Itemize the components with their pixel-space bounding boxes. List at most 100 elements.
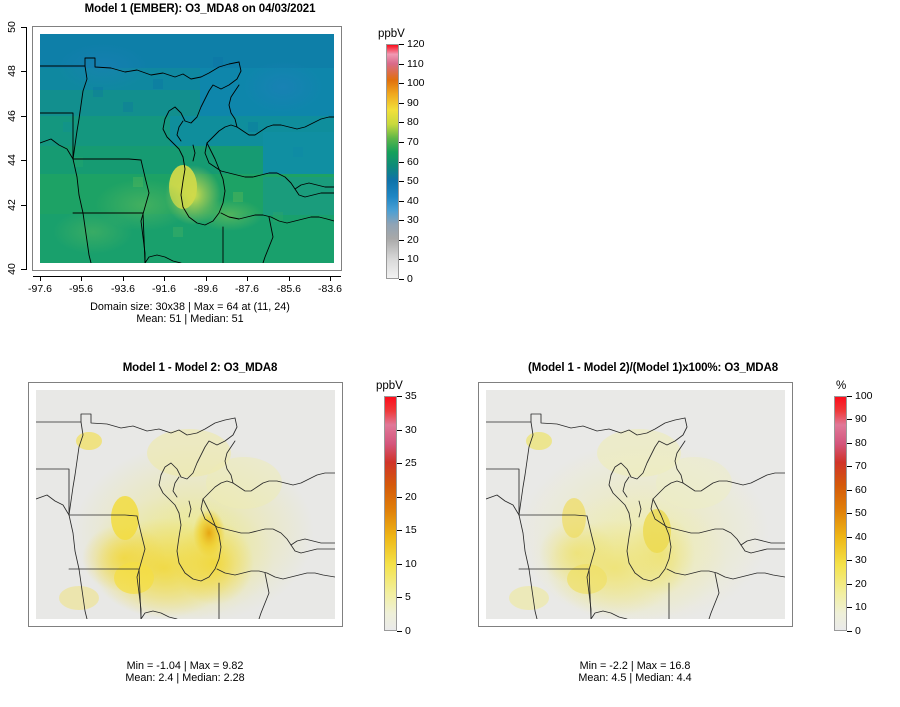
panel-3-title: Model 1 - Model 2: O3_MDA8 xyxy=(122,362,278,374)
panel-1-cb-num-70: 70 xyxy=(407,136,419,148)
panel-1-x-label-8: -83.6 xyxy=(318,283,342,295)
panel-1-cb-tick xyxy=(399,259,404,260)
panel-1-y-label-48: 48 xyxy=(6,65,18,77)
panel-1-x-label-2: -95.6 xyxy=(69,283,93,295)
panel-1-cb-tick xyxy=(399,83,404,84)
panel-4-cb-tick xyxy=(847,537,852,538)
panel-1-y-label-46: 46 xyxy=(6,110,18,122)
panel-1-y-tick xyxy=(21,205,26,206)
panel-1-cb-tick xyxy=(399,240,404,241)
panel-1-cb-num-10: 10 xyxy=(407,253,419,265)
panel-4-colorbar-gradient xyxy=(834,396,847,631)
panel-4-cb-num-0: 0 xyxy=(855,625,861,637)
panel-3-colorbar-gradient xyxy=(384,396,397,631)
panel-1-y-tick xyxy=(21,27,26,28)
panel-1-x-tick xyxy=(247,276,248,281)
panel-3-cb-tick xyxy=(397,497,402,498)
panel-3-cb-tick xyxy=(397,597,402,598)
panel-1-y-label-44: 44 xyxy=(6,154,18,166)
panel-3-cb-num-30: 30 xyxy=(405,424,417,436)
panel-4-cb-num-50: 50 xyxy=(855,507,867,519)
panel-3-cb-tick xyxy=(397,463,402,464)
panel-4-cb-num-80: 80 xyxy=(855,437,867,449)
panel-4-cb-num-60: 60 xyxy=(855,484,867,496)
panel-1-cb-num-120: 120 xyxy=(407,38,425,50)
panel-1-y-label-40: 40 xyxy=(6,263,18,275)
panel-3-cb-num-0: 0 xyxy=(405,625,411,637)
panel-1-colorbar-unit: ppbV xyxy=(378,28,405,40)
panel-1-cb-num-60: 60 xyxy=(407,156,419,168)
panel-4-cb-tick xyxy=(847,490,852,491)
panel-1-cb-num-110: 110 xyxy=(407,58,424,70)
panel-1-caption-line1: Domain size: 30x38 | Max = 64 at (11, 24… xyxy=(90,301,290,313)
panel-1-cb-num-90: 90 xyxy=(407,97,419,109)
panel-1-cb-num-0: 0 xyxy=(407,273,413,285)
panel-3-cb-tick xyxy=(397,430,402,431)
panel-4-colorbar-unit: % xyxy=(836,380,847,392)
panel-4-cb-num-20: 20 xyxy=(855,578,867,590)
panel-3-cb-tick xyxy=(397,396,402,397)
panel-1-cb-tick xyxy=(399,181,404,182)
panel-4-caption-line1: Min = -2.2 | Max = 16.8 xyxy=(579,660,691,672)
panel-1-x-tick xyxy=(123,276,124,281)
panel-1-x-tick xyxy=(330,276,331,281)
panel-1-y-tick xyxy=(21,71,26,72)
panel-1-cb-tick xyxy=(399,220,404,221)
panel-1-map-svg xyxy=(33,27,341,270)
panel-3-cb-tick xyxy=(397,530,402,531)
panel-1-cb-tick xyxy=(399,64,404,65)
panel-1-cb-tick xyxy=(399,279,404,280)
panel-4-plot-area xyxy=(478,382,793,627)
panel-4-title: (Model 1 - Model 2)/(Model 1)x100%: O3_M… xyxy=(527,362,779,374)
panel-4-cb-tick xyxy=(847,631,852,632)
panel-4-caption-line2: Mean: 4.5 | Median: 4.4 xyxy=(578,672,692,684)
panel-3-map-svg xyxy=(29,383,342,626)
panel-4-cb-tick xyxy=(847,443,852,444)
panel-1-x-tick xyxy=(81,276,82,281)
panel-4-cb-num-70: 70 xyxy=(855,460,867,472)
panel-4-cb-tick xyxy=(847,466,852,467)
panel-4-cb-tick xyxy=(847,560,852,561)
panel-1-x-label-4: -91.6 xyxy=(152,283,176,295)
panel-1-x-tick xyxy=(289,276,290,281)
panel-1-caption-line2: Mean: 51 | Median: 51 xyxy=(136,313,244,325)
panel-1-cb-tick xyxy=(399,44,404,45)
panel-3-colorbar-unit: ppbV xyxy=(376,380,403,392)
panel-1-x-tick xyxy=(206,276,207,281)
panel-1-y-label-50: 50 xyxy=(6,21,18,33)
panel-3-cb-num-20: 20 xyxy=(405,491,417,503)
panel-1-cb-tick xyxy=(399,162,404,163)
panel-3-caption-line1: Min = -1.04 | Max = 9.82 xyxy=(126,660,244,672)
panel-1-cb-tick xyxy=(399,122,404,123)
panel-1-cb-num-50: 50 xyxy=(407,175,419,187)
panel-4-cb-tick xyxy=(847,396,852,397)
panel-3-cb-num-15: 15 xyxy=(405,524,417,536)
panel-1-x-label-6: -87.6 xyxy=(235,283,259,295)
panel-1-x-tick xyxy=(40,276,41,281)
panel-4-cb-tick xyxy=(847,513,852,514)
panel-4-cb-num-10: 10 xyxy=(855,601,867,613)
panel-1-colorbar-gradient xyxy=(386,44,399,279)
panel-3-cb-tick xyxy=(397,631,402,632)
panel-1-cb-num-30: 30 xyxy=(407,214,419,226)
panel-3-cb-num-10: 10 xyxy=(405,558,417,570)
panel-1-x-label-7: -85.6 xyxy=(277,283,301,295)
panel-4-cb-num-40: 40 xyxy=(855,531,867,543)
panel-1-x-label-3: -93.6 xyxy=(111,283,135,295)
panel-1-cb-tick xyxy=(399,201,404,202)
panel-1-cb-num-100: 100 xyxy=(407,77,425,89)
panel-1-x-label-5: -89.6 xyxy=(194,283,218,295)
panel-1-y-tick xyxy=(21,160,26,161)
panel-4-cb-num-100: 100 xyxy=(855,390,873,402)
panel-1-y-axis xyxy=(26,27,27,270)
panel-1-cb-tick xyxy=(399,103,404,104)
panel-3-plot-area xyxy=(28,382,343,627)
panel-4-cb-num-30: 30 xyxy=(855,554,867,566)
panel-4-cb-num-90: 90 xyxy=(855,413,867,425)
panel-1-y-tick xyxy=(21,269,26,270)
panel-4-cb-tick xyxy=(847,607,852,608)
panel-1-cb-num-80: 80 xyxy=(407,116,419,128)
panel-4-map-svg xyxy=(479,383,792,626)
panel-1-y-tick xyxy=(21,116,26,117)
panel-3-cb-num-25: 25 xyxy=(405,457,417,469)
